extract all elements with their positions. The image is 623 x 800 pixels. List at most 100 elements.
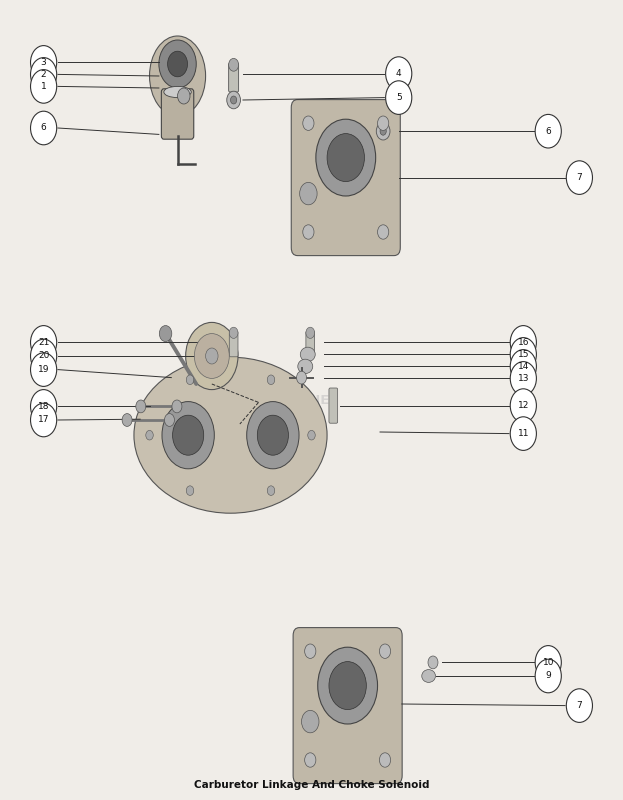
Circle shape: [31, 353, 57, 386]
Circle shape: [303, 225, 314, 239]
FancyBboxPatch shape: [161, 89, 194, 139]
Ellipse shape: [150, 36, 206, 116]
Text: 16: 16: [518, 338, 529, 347]
Circle shape: [302, 710, 319, 733]
Text: 7: 7: [576, 701, 583, 710]
Circle shape: [229, 327, 238, 338]
Circle shape: [186, 322, 238, 390]
Circle shape: [510, 338, 536, 371]
Text: 17: 17: [38, 415, 49, 425]
Circle shape: [329, 662, 366, 710]
Ellipse shape: [422, 670, 435, 682]
Circle shape: [173, 415, 204, 455]
Circle shape: [379, 753, 391, 767]
Circle shape: [303, 116, 314, 130]
Circle shape: [566, 689, 592, 722]
Circle shape: [231, 96, 237, 104]
Text: 20: 20: [38, 351, 49, 361]
Circle shape: [172, 400, 182, 413]
Circle shape: [306, 327, 315, 338]
Ellipse shape: [164, 86, 191, 98]
Circle shape: [162, 402, 214, 469]
Text: 5: 5: [396, 93, 402, 102]
Circle shape: [535, 114, 561, 148]
Circle shape: [122, 414, 132, 426]
Circle shape: [31, 70, 57, 103]
Circle shape: [247, 402, 299, 469]
Circle shape: [168, 51, 188, 77]
FancyBboxPatch shape: [291, 100, 401, 256]
Circle shape: [297, 371, 307, 384]
Circle shape: [31, 326, 57, 359]
Circle shape: [308, 430, 315, 440]
Circle shape: [305, 644, 316, 658]
Ellipse shape: [298, 359, 313, 374]
Text: 12: 12: [518, 401, 529, 410]
Circle shape: [327, 134, 364, 182]
Text: 3: 3: [40, 58, 47, 67]
Circle shape: [257, 415, 288, 455]
Circle shape: [386, 57, 412, 90]
Circle shape: [376, 122, 390, 140]
Circle shape: [510, 417, 536, 450]
Circle shape: [31, 58, 57, 91]
Text: 11: 11: [518, 429, 529, 438]
Circle shape: [227, 91, 240, 109]
Circle shape: [379, 644, 391, 658]
Circle shape: [229, 58, 239, 71]
Circle shape: [194, 334, 229, 378]
Circle shape: [178, 88, 190, 104]
Circle shape: [267, 375, 275, 385]
Circle shape: [305, 753, 316, 767]
Text: 6: 6: [545, 126, 551, 136]
Circle shape: [31, 46, 57, 79]
Circle shape: [159, 326, 172, 342]
FancyBboxPatch shape: [329, 388, 338, 423]
Text: 19: 19: [38, 365, 49, 374]
Circle shape: [206, 348, 218, 364]
Text: 14: 14: [518, 362, 529, 371]
Text: 4: 4: [396, 69, 402, 78]
Text: 10: 10: [543, 658, 554, 667]
Circle shape: [510, 326, 536, 359]
Text: 6: 6: [40, 123, 47, 133]
Ellipse shape: [134, 357, 327, 514]
Ellipse shape: [300, 347, 315, 362]
Circle shape: [146, 430, 153, 440]
Circle shape: [510, 362, 536, 395]
Circle shape: [510, 389, 536, 422]
Circle shape: [378, 225, 389, 239]
Circle shape: [31, 111, 57, 145]
Text: 18: 18: [38, 402, 49, 411]
Circle shape: [159, 40, 196, 88]
Text: 7: 7: [576, 173, 583, 182]
Circle shape: [380, 127, 386, 135]
FancyBboxPatch shape: [306, 331, 315, 357]
Circle shape: [316, 119, 376, 196]
Circle shape: [136, 400, 146, 413]
Text: Carburetor Linkage And Choke Solenoid: Carburetor Linkage And Choke Solenoid: [194, 781, 429, 790]
Text: CROWLEY MARINE: CROWLEY MARINE: [194, 394, 330, 406]
Circle shape: [186, 486, 194, 495]
Circle shape: [31, 339, 57, 373]
Text: 2: 2: [40, 70, 47, 79]
Circle shape: [267, 486, 275, 495]
Circle shape: [386, 81, 412, 114]
Circle shape: [566, 161, 592, 194]
Text: 15: 15: [518, 350, 529, 359]
FancyBboxPatch shape: [229, 63, 239, 92]
Circle shape: [378, 116, 389, 130]
Circle shape: [31, 390, 57, 423]
Text: 9: 9: [545, 671, 551, 681]
Circle shape: [428, 656, 438, 669]
FancyBboxPatch shape: [293, 627, 402, 784]
Circle shape: [300, 182, 317, 205]
Circle shape: [31, 403, 57, 437]
Text: 21: 21: [38, 338, 49, 347]
Circle shape: [318, 647, 378, 724]
Circle shape: [535, 659, 561, 693]
Text: 1: 1: [40, 82, 47, 91]
FancyBboxPatch shape: [229, 331, 238, 357]
Circle shape: [164, 414, 174, 426]
Text: 13: 13: [518, 374, 529, 383]
